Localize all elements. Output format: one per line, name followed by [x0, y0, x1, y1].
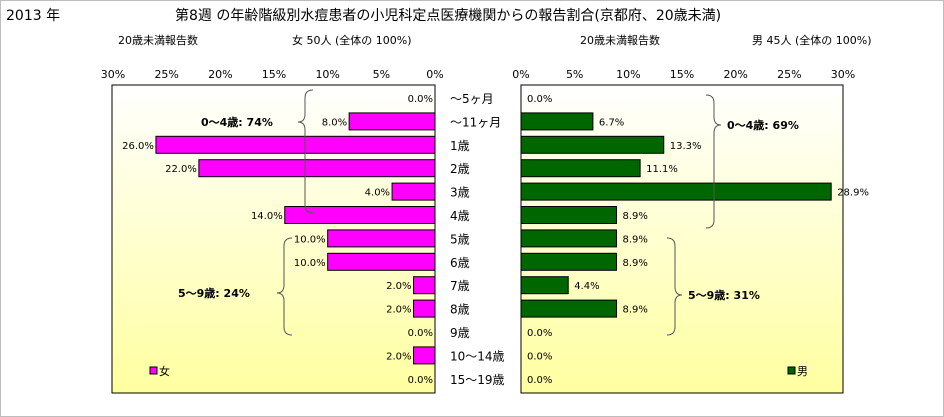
female-legend-swatch — [149, 366, 158, 375]
female-bar-value-label: 2.0% — [386, 351, 411, 362]
male-bar-value-label: 0.0% — [527, 375, 552, 386]
category-label: 1歳 — [450, 139, 470, 153]
male-bar — [520, 112, 594, 131]
female-subtitle-total: 女 50人 (全体の 100%) — [292, 33, 412, 47]
female-axis-tick-label: 10% — [315, 68, 339, 81]
female-group-label-5-9: 5～9歳: 24% — [178, 286, 250, 300]
data-labels-layer: 0.0% 0.0% 8.0% 6.7% 26.0% 13.3% 22.0% 11.1% 4.0%… — [122, 94, 869, 386]
male-bar — [520, 229, 618, 248]
male-bar — [520, 135, 665, 154]
female-group-label-0-4: 0～4歳: 74% — [201, 115, 273, 129]
female-bar-value-label: 0.0% — [408, 375, 433, 386]
female-bar-value-label: 14.0% — [251, 211, 283, 222]
male-bar — [520, 299, 618, 318]
male-bar-value-label: 0.0% — [527, 351, 552, 362]
female-bar — [413, 346, 436, 365]
female-bar-value-label: 10.0% — [294, 258, 326, 269]
male-bar — [520, 252, 618, 271]
male-axis-tick-label: 15% — [670, 68, 694, 81]
male-axis-tick-label: 25% — [777, 68, 801, 81]
male-legend-label: 男 — [797, 365, 808, 378]
female-axis-tick-label: 20% — [208, 68, 232, 81]
male-bar — [520, 182, 832, 201]
axis-ticks-layer: 30% 25% 20% 15% 10% 5% 0% 0% 5% 10% 15% 20% 25% 30% — [101, 68, 855, 81]
male-bar — [520, 159, 641, 178]
female-bar — [327, 229, 436, 248]
male-bar-value-label: 8.9% — [623, 305, 648, 316]
male-legend-swatch — [787, 366, 796, 375]
female-bar-value-label: 4.0% — [365, 188, 390, 199]
bars-layer — [155, 112, 832, 365]
female-bar — [284, 206, 436, 224]
male-group-label-0-4: 0～4歳: 69% — [727, 118, 799, 132]
male-group-bracket-0-4 — [705, 94, 722, 229]
category-label: 15～19歳 — [450, 373, 505, 387]
category-label: 10～14歳 — [450, 349, 505, 363]
female-axis-tick-label: 30% — [101, 68, 125, 81]
category-label: 9歳 — [450, 326, 470, 340]
female-axis-tick-label: 0% — [426, 68, 443, 81]
chart-title: 第8週 の年齢階級別水痘患者の小児科定点医療機関からの報告割合(京都府、20歳未… — [175, 7, 721, 24]
female-bar — [155, 135, 436, 154]
female-bar — [413, 276, 436, 295]
female-bar-value-label: 26.0% — [122, 141, 154, 152]
male-group-bracket-5-9 — [666, 237, 683, 336]
male-axis-tick-label: 10% — [616, 68, 640, 81]
category-labels-layer: ～5ヶ月 ～11ヶ月 1歳 2歳 3歳 4歳 5歳 6歳 7歳 8歳 9歳 10～14歳 15～19歳 — [450, 92, 505, 387]
female-axis-tick-label: 15% — [262, 68, 286, 81]
male-bar-value-label: 6.7% — [599, 117, 624, 128]
category-label: 3歳 — [450, 186, 470, 200]
male-bar-value-label: 0.0% — [527, 94, 552, 105]
female-bar-value-label: 22.0% — [165, 164, 197, 175]
category-label: 8歳 — [450, 303, 470, 317]
male-bar-value-label: 8.9% — [623, 234, 648, 245]
category-label: 7歳 — [450, 279, 470, 293]
male-axis-tick-label: 0% — [512, 68, 529, 81]
female-bar-value-label: 2.0% — [386, 281, 411, 292]
female-bar — [327, 252, 436, 271]
female-group-bracket-0-4 — [297, 89, 314, 214]
female-bar-value-label: 0.0% — [408, 328, 433, 339]
male-axis-tick-label: 20% — [723, 68, 747, 81]
male-bar-value-label: 4.4% — [574, 281, 599, 292]
male-axis-tick-label: 30% — [831, 68, 855, 81]
female-group-bracket-5-9 — [276, 237, 293, 336]
male-subtitle-total: 男 45人 (全体の 100%) — [752, 33, 872, 47]
male-bar-value-label: 8.9% — [623, 211, 648, 222]
male-bar-value-label: 0.0% — [527, 328, 552, 339]
female-bar-value-label: 10.0% — [294, 234, 326, 245]
female-bar-value-label: 2.0% — [386, 305, 411, 316]
female-bar — [391, 182, 436, 201]
male-bar-value-label: 11.1% — [646, 164, 678, 175]
female-subtitle-count: 20歳未満報告数 — [118, 34, 198, 47]
male-bar-value-label: 28.9% — [837, 188, 869, 199]
female-bar — [413, 299, 436, 318]
female-legend-label: 女 — [159, 364, 170, 378]
female-bar — [348, 112, 436, 131]
category-label: ～5ヶ月 — [450, 92, 494, 106]
category-label: 6歳 — [450, 256, 470, 270]
male-bar-value-label: 8.9% — [623, 258, 648, 269]
male-axis-tick-label: 5% — [566, 68, 583, 81]
female-axis-tick-label: 25% — [154, 68, 178, 81]
category-label: 5歳 — [450, 232, 470, 246]
male-bar — [520, 276, 569, 295]
category-label: 4歳 — [450, 209, 470, 223]
female-axis-tick-label: 5% — [373, 68, 390, 81]
female-bar-value-label: 8.0% — [322, 117, 347, 128]
male-group-label-5-9: 5～9歳: 31% — [688, 288, 760, 302]
category-label: ～11ヶ月 — [450, 115, 501, 129]
year-label: 2013 年 — [6, 8, 60, 24]
male-bar-value-label: 13.3% — [670, 141, 702, 152]
male-bar — [520, 206, 618, 224]
female-bar — [198, 159, 436, 178]
female-bar-value-label: 0.0% — [408, 94, 433, 105]
category-label: 2歳 — [450, 162, 470, 176]
male-subtitle-count: 20歳未満報告数 — [580, 34, 660, 47]
